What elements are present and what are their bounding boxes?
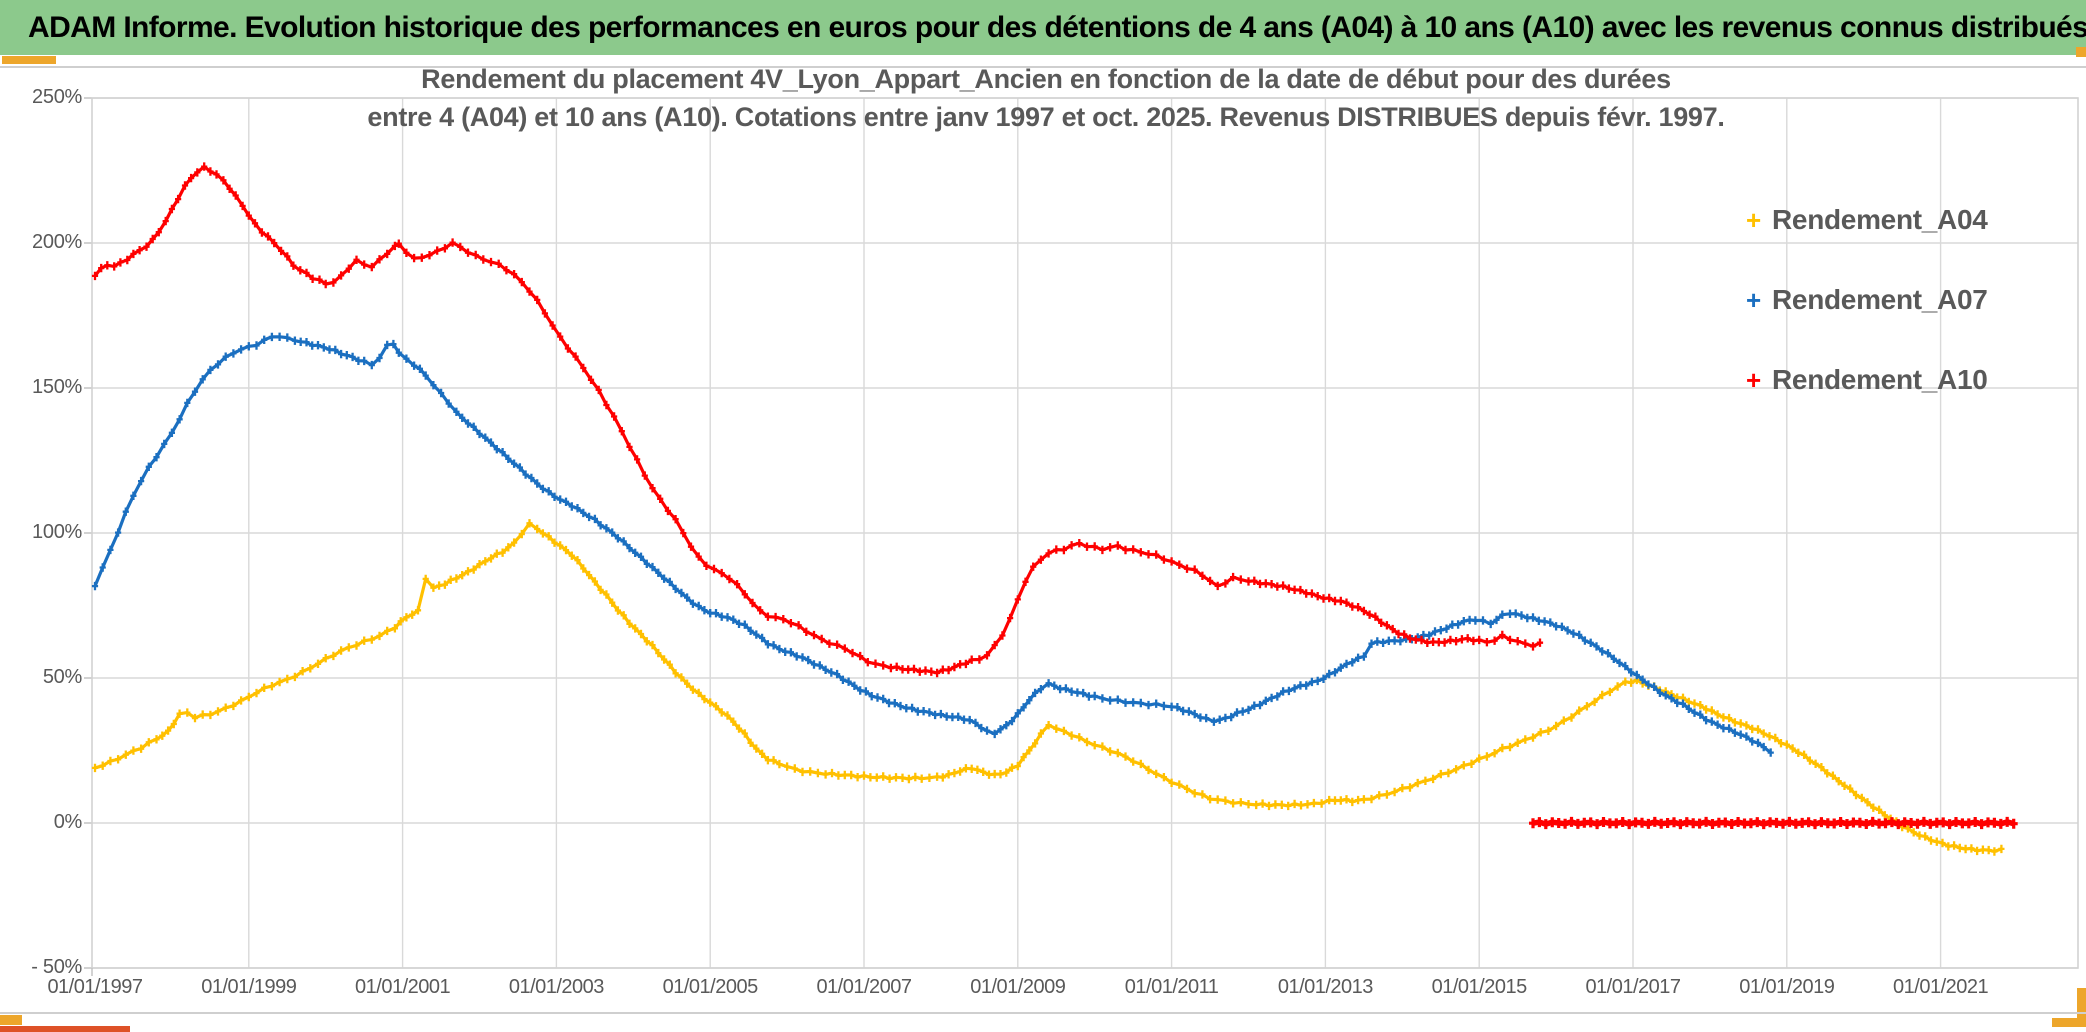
x-tick-label-2015: 01/01/2015 <box>1431 976 1528 998</box>
chart-title-line1: Rendement du placement 4V_Lyon_Appart_An… <box>421 64 1671 94</box>
legend-item-Rendement_A10[interactable]: + Rendement_A10 <box>1746 362 1988 398</box>
x-tick-label-2007: 01/01/2007 <box>816 976 912 998</box>
legend-plus-marker-icon: + <box>1746 285 1762 315</box>
banner-title: ADAM Informe. Evolution historique des p… <box>0 0 2086 55</box>
accent-bottom-right-vertical <box>2077 988 2086 1027</box>
chart-legend: + Rendement_A04 + Rendement_A07 + Rendement_A… <box>1746 202 1988 442</box>
accent-top-right <box>2076 47 2086 57</box>
y-tick-label-150: 150% <box>32 376 82 398</box>
legend-plus-marker-icon: + <box>1746 365 1762 395</box>
legend-label: Rendement_A10 <box>1772 364 1988 395</box>
x-tick-label-2021: 01/01/2021 <box>1893 976 1989 998</box>
x-tick-label-2013: 01/01/2013 <box>1277 976 1374 998</box>
legend-item-Rendement_A07[interactable]: + Rendement_A07 <box>1746 282 1988 318</box>
footer-rule <box>0 1012 2086 1014</box>
accent-bottom-left-red-strip <box>0 1026 130 1032</box>
legend-item-Rendement_A04[interactable]: + Rendement_A04 <box>1746 202 1988 238</box>
x-tick-label-2001: 01/01/2001 <box>355 976 451 998</box>
x-tick-label-2019: 01/01/2019 <box>1739 976 1835 998</box>
accent-top-left <box>2 56 56 64</box>
legend-label: Rendement_A04 <box>1772 204 1988 235</box>
accent-bottom-left <box>0 1015 22 1025</box>
x-tick-label-1997: 01/01/1997 <box>47 976 143 998</box>
y-tick-label-0: 0% <box>53 811 83 833</box>
chart-title-line2: entre 4 (A04) et 10 ans (A10). Cotations… <box>367 102 1725 132</box>
y-tick-label-100: 100% <box>32 521 82 543</box>
x-tick-label-2003: 01/01/2003 <box>508 976 605 998</box>
series-markers-Rendement_A10_zero_segment <box>1529 816 2018 830</box>
series-markers-Rendement_A04 <box>91 519 2005 856</box>
y-tick-label-200: 200% <box>32 231 82 253</box>
legend-label: Rendement_A07 <box>1772 284 1988 315</box>
x-tick-label-2009: 01/01/2009 <box>970 976 1066 998</box>
x-tick-label-2017: 01/01/2017 <box>1585 976 1681 998</box>
series-markers-Rendement_A07 <box>91 332 1774 757</box>
y-tick-label-250: 250% <box>32 86 82 108</box>
accent-bottom-right-horizontal <box>2052 1018 2086 1027</box>
chart-title: Rendement du placement 4V_Lyon_Appart_An… <box>346 60 1746 136</box>
y-tick-label-50: 50% <box>42 666 82 688</box>
series-markers-Rendement_A10 <box>91 162 1544 678</box>
x-tick-label-1999: 01/01/1999 <box>201 976 297 998</box>
x-tick-label-2005: 01/01/2005 <box>662 976 759 998</box>
x-tick-label-2011: 01/01/2011 <box>1124 976 1219 998</box>
banner-bottom-rule <box>0 66 2086 68</box>
legend-plus-marker-icon: + <box>1746 205 1762 235</box>
y-tick-label--50: - 50% <box>31 956 82 978</box>
series-line-Rendement_A07 <box>93 335 1772 754</box>
